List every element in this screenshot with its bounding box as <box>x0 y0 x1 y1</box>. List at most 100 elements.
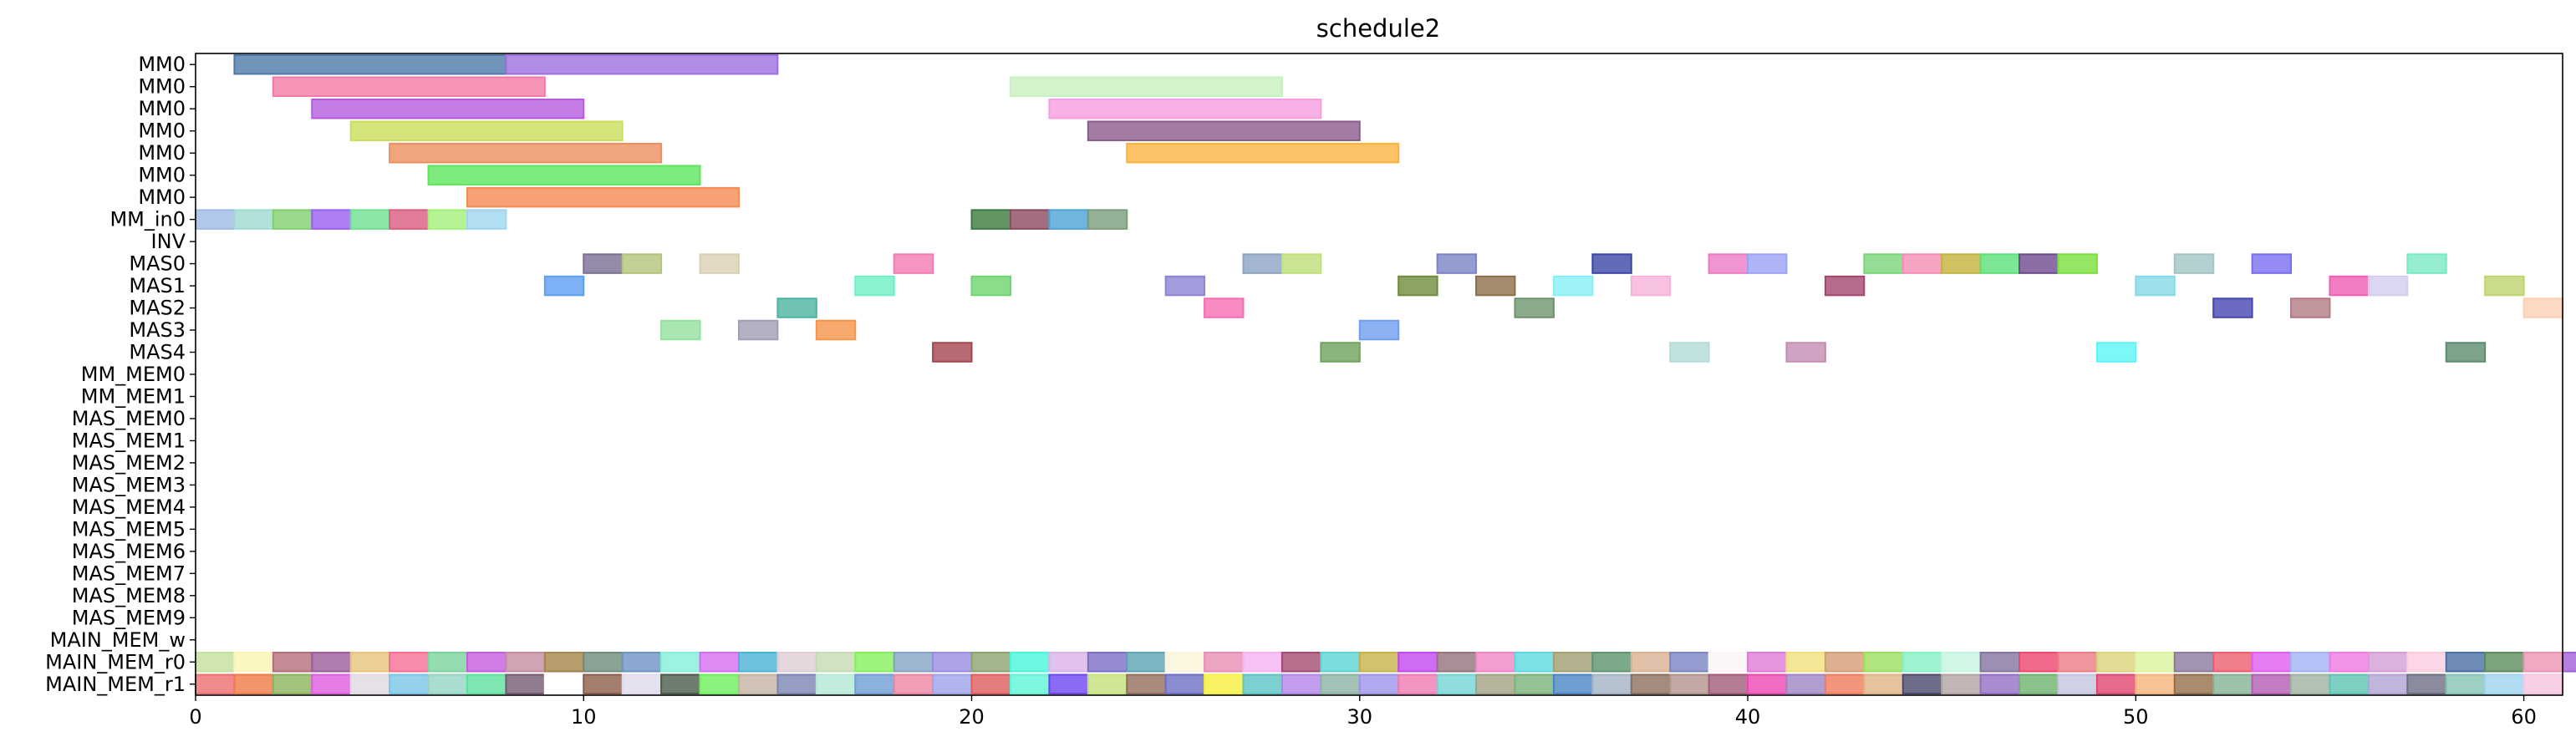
memory-slot-bar <box>233 673 274 695</box>
memory-slot-bar <box>2406 652 2447 673</box>
memory-slot-bar <box>1087 673 1128 695</box>
memory-slot-bar <box>737 673 779 695</box>
task-bar <box>776 297 817 318</box>
memory-slot-bar <box>1747 652 1788 673</box>
memory-slot-bar <box>1669 652 1710 673</box>
memory-slot-bar <box>1204 673 1245 695</box>
memory-slot-bar <box>1669 673 1710 695</box>
task-bar <box>505 53 779 75</box>
memory-slot-bar <box>389 673 430 695</box>
task-bar <box>621 253 663 274</box>
task-bar <box>1048 209 1089 230</box>
y-tick-label: MAS_MEM7 <box>72 561 186 585</box>
memory-slot-bar <box>1591 652 1632 673</box>
task-bar <box>2057 253 2098 274</box>
x-tick-label: 60 <box>2511 705 2537 729</box>
memory-slot-bar <box>854 652 895 673</box>
memory-slot-bar <box>2212 652 2253 673</box>
task-bar <box>1397 275 1438 297</box>
x-axis: 0 10 20 30 40 50 60 <box>189 695 2537 729</box>
memory-slot-bar <box>1785 673 1826 695</box>
task-bar <box>2173 253 2215 274</box>
y-tick-label: MAIN_MEM_r0 <box>45 650 186 673</box>
memory-slot-bar <box>505 673 546 695</box>
memory-slot-bar <box>1436 652 1478 673</box>
task-bar <box>2484 275 2525 297</box>
task-bar <box>1280 253 1322 274</box>
task-bar <box>2329 275 2370 297</box>
task-bar <box>349 120 624 141</box>
memory-slot-bar <box>1320 673 1361 695</box>
memory-slot-bar <box>2523 652 2563 673</box>
y-tick-label: INV <box>151 230 186 253</box>
memory-slot-bar <box>1630 673 1672 695</box>
task-bar <box>1824 275 1866 297</box>
y-tick-label: MM_in0 <box>109 208 186 231</box>
y-tick-label: MM_MEM1 <box>81 384 186 408</box>
memory-slot-bar <box>1785 652 1826 673</box>
plot-frame <box>195 53 2563 696</box>
task-bar <box>1204 297 1245 318</box>
task-bar <box>583 253 624 274</box>
y-tick-label: MAS1 <box>129 274 186 297</box>
task-bar <box>272 209 313 230</box>
task-bar <box>2445 342 2487 363</box>
task-bar <box>1009 209 1051 230</box>
task-bar <box>2212 297 2253 318</box>
task-bar <box>2251 253 2293 274</box>
memory-slot-bar <box>311 673 352 695</box>
memory-slot-bar <box>970 673 1011 695</box>
x-tick-label: 20 <box>959 705 985 729</box>
memory-slot-bar <box>583 652 624 673</box>
memory-slot-bar <box>1901 652 1943 673</box>
memory-slot-bar <box>2251 652 2293 673</box>
memory-slot-bar <box>1863 652 1904 673</box>
task-bar <box>660 319 701 341</box>
memory-slot-bar <box>1126 673 1167 695</box>
memory-slot-bar <box>1436 673 1478 695</box>
task-bar <box>1708 253 1749 274</box>
task-bar <box>815 319 857 341</box>
memory-slot-bar <box>737 652 779 673</box>
memory-slot-bar <box>466 652 507 673</box>
memory-slot-bar <box>2445 673 2487 695</box>
memory-slot-bar <box>2329 652 2370 673</box>
memory-slot-bar <box>1475 673 1516 695</box>
task-bar <box>2523 297 2563 318</box>
y-tick-label: MAS_MEM4 <box>72 495 186 519</box>
task-bar <box>854 275 895 297</box>
y-tick-label: MAS_MEM6 <box>72 540 186 563</box>
task-bar <box>1009 76 1283 97</box>
memory-slot-bar <box>2057 673 2098 695</box>
memory-slot-bar <box>776 652 817 673</box>
task-bar <box>737 319 779 341</box>
task-bar <box>233 53 507 75</box>
task-bar <box>389 142 663 164</box>
task-bar <box>2095 342 2137 363</box>
task-bar <box>1475 275 1516 297</box>
memory-slot-bar <box>427 673 468 695</box>
memory-slot-bar <box>389 652 430 673</box>
memory-slot-bar <box>2406 673 2447 695</box>
memory-slot-bar <box>2173 673 2215 695</box>
memory-slot-bar <box>1358 673 1400 695</box>
task-bar <box>427 165 701 185</box>
y-tick-label: MM_MEM0 <box>81 363 186 386</box>
y-tick-label: MAS_MEM0 <box>72 407 186 430</box>
memory-slot-bar <box>583 673 624 695</box>
task-bar <box>893 253 934 274</box>
memory-slot-bar <box>1630 652 1672 673</box>
memory-slot-bar <box>932 673 973 695</box>
memory-slot-bar <box>1242 673 1283 695</box>
chart-title: schedule2 <box>1316 14 1440 43</box>
memory-slot-bar <box>2135 652 2176 673</box>
y-tick-label: MAS_MEM3 <box>72 473 186 496</box>
memory-slot-bar <box>1126 652 1167 673</box>
memory-slot-bar <box>2484 673 2525 695</box>
task-bar <box>1242 253 1283 274</box>
memory-slot-bar <box>1747 673 1788 695</box>
memory-slot-bar <box>195 673 236 695</box>
task-bar <box>233 209 274 230</box>
task-bar <box>699 253 740 274</box>
task-bar <box>932 342 973 363</box>
